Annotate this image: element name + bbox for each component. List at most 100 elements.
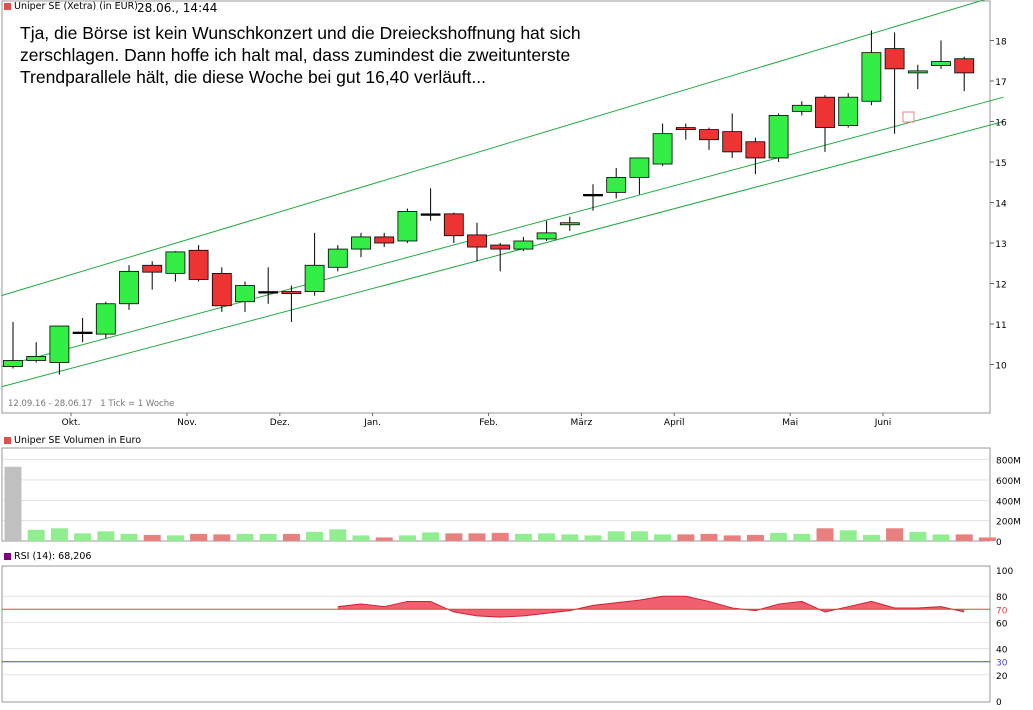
chart-title: Uniper SE (Xetra) (in EUR) bbox=[4, 1, 138, 12]
candle-body bbox=[907, 70, 928, 74]
volume-bar bbox=[607, 531, 625, 541]
candle-body bbox=[629, 157, 650, 178]
volume-bar bbox=[329, 529, 347, 541]
time-tick-label: Juni bbox=[874, 418, 892, 428]
volume-bar bbox=[166, 535, 184, 541]
trend-line bbox=[1, 0, 986, 297]
time-tick-label: April bbox=[664, 418, 685, 428]
rsi-tick-label: 20 bbox=[996, 672, 1008, 682]
volume-bar bbox=[375, 537, 393, 541]
trend-channel bbox=[1, 0, 1004, 388]
candle-body bbox=[420, 213, 441, 216]
volume-bar bbox=[352, 535, 370, 541]
date-range: 12.09.16 - 28.06.17 bbox=[8, 399, 93, 409]
volume-bar bbox=[793, 533, 811, 541]
candle-body bbox=[838, 96, 859, 126]
candle-body bbox=[443, 213, 464, 237]
time-tick-label: Mai bbox=[782, 418, 798, 428]
price-axis: 10 11 12 13 14 15 16 17 18 bbox=[990, 38, 1007, 372]
rsi-panel: 0 20 40 60 80 100 70 30 bbox=[1, 565, 1013, 708]
volume-bar bbox=[654, 534, 672, 541]
candle-body bbox=[931, 61, 951, 67]
candle-body bbox=[281, 291, 302, 295]
rsi-plot-frame bbox=[1, 565, 991, 703]
candle-body bbox=[559, 222, 580, 226]
volume-axis: 0 200M 400M 600M 800M bbox=[996, 457, 1021, 548]
candle-body bbox=[235, 285, 255, 303]
volume-bar bbox=[445, 533, 463, 541]
rsi-title: RSI (14): 68,206 bbox=[4, 551, 91, 562]
candle-body bbox=[768, 115, 789, 159]
volume-bar bbox=[306, 531, 324, 541]
price-tick-label: 17 bbox=[995, 78, 1006, 88]
trend-line bbox=[1, 121, 1004, 388]
rsi-overbought-fill bbox=[337, 596, 965, 618]
candle-body bbox=[351, 236, 371, 250]
rsi-level-label: 30 bbox=[996, 659, 1008, 669]
volume-bar bbox=[746, 534, 764, 541]
volume-bar bbox=[932, 534, 950, 541]
candle-body bbox=[513, 240, 534, 250]
price-tick-label: 18 bbox=[995, 38, 1007, 48]
rsi-level-label: 70 bbox=[996, 606, 1008, 616]
volume-bar bbox=[143, 534, 161, 541]
volume-bar bbox=[770, 532, 788, 541]
volume-bar bbox=[398, 535, 416, 541]
candle-body bbox=[165, 251, 186, 274]
candle-body bbox=[954, 58, 975, 74]
rsi-line bbox=[337, 595, 965, 618]
rsi-grid bbox=[2, 595, 990, 676]
time-axis: Okt. Nov. Dez. Jan. Feb. März April Mai Juni bbox=[62, 413, 892, 428]
volume-bar bbox=[700, 533, 718, 541]
time-tick-label: Okt. bbox=[62, 418, 81, 428]
time-tick-label: Nov. bbox=[177, 418, 197, 428]
chart-footer: 12.09.16 - 28.06.17 1 Tick = 1 Woche bbox=[8, 399, 174, 409]
candle-body bbox=[49, 325, 70, 363]
volume-bar bbox=[886, 528, 904, 541]
volume-bar bbox=[120, 533, 138, 541]
candle-body bbox=[188, 249, 209, 280]
volume-bar bbox=[862, 534, 880, 541]
candle-body bbox=[675, 127, 696, 130]
volume-plot-frame bbox=[1, 447, 991, 542]
timestamp: 28.06., 14:44 bbox=[137, 1, 218, 15]
price-tick-label: 10 bbox=[995, 362, 1007, 372]
candle-body bbox=[884, 48, 905, 70]
volume-bar bbox=[491, 532, 509, 541]
volume-bar bbox=[236, 533, 254, 541]
candle-body bbox=[652, 133, 673, 165]
rsi-tick-label: 60 bbox=[996, 619, 1008, 629]
rsi-title-text: RSI (14): 68,206 bbox=[14, 551, 92, 562]
volume-bars bbox=[4, 466, 996, 541]
volume-tick-label: 200M bbox=[996, 518, 1021, 528]
candle-body bbox=[304, 264, 325, 292]
last-price-marker bbox=[902, 111, 915, 123]
price-plot-frame bbox=[1, 0, 991, 414]
tick-info: 1 Tick = 1 Woche bbox=[100, 399, 175, 409]
trend-line bbox=[1, 96, 1004, 368]
volume-tick-label: 600M bbox=[996, 477, 1021, 487]
price-panel: 10 11 12 13 14 15 16 17 18 Okt. Nov. Dez. Jan. Feb. M… bbox=[1, 0, 1007, 428]
volume-bar bbox=[213, 534, 231, 541]
candle-body bbox=[606, 176, 627, 193]
volume-bar bbox=[677, 534, 695, 541]
volume-swatch bbox=[4, 437, 11, 444]
candle-body bbox=[26, 355, 47, 361]
candle-body bbox=[861, 52, 882, 102]
price-tick-label: 15 bbox=[995, 159, 1006, 169]
candle-body bbox=[815, 96, 835, 128]
candle-body bbox=[699, 129, 719, 141]
volume-bar bbox=[909, 531, 927, 541]
candle-body bbox=[722, 131, 743, 153]
volume-bar bbox=[190, 533, 208, 541]
volume-bar bbox=[27, 529, 45, 541]
volume-bar bbox=[4, 466, 22, 541]
volume-bar bbox=[584, 535, 602, 541]
candle-body bbox=[72, 331, 93, 335]
candle-body bbox=[490, 244, 511, 250]
volume-bar bbox=[816, 528, 834, 541]
rsi-tick-label: 100 bbox=[996, 567, 1013, 577]
volume-bar bbox=[538, 533, 556, 541]
rsi-area bbox=[2, 595, 990, 663]
candle-body bbox=[745, 141, 766, 159]
